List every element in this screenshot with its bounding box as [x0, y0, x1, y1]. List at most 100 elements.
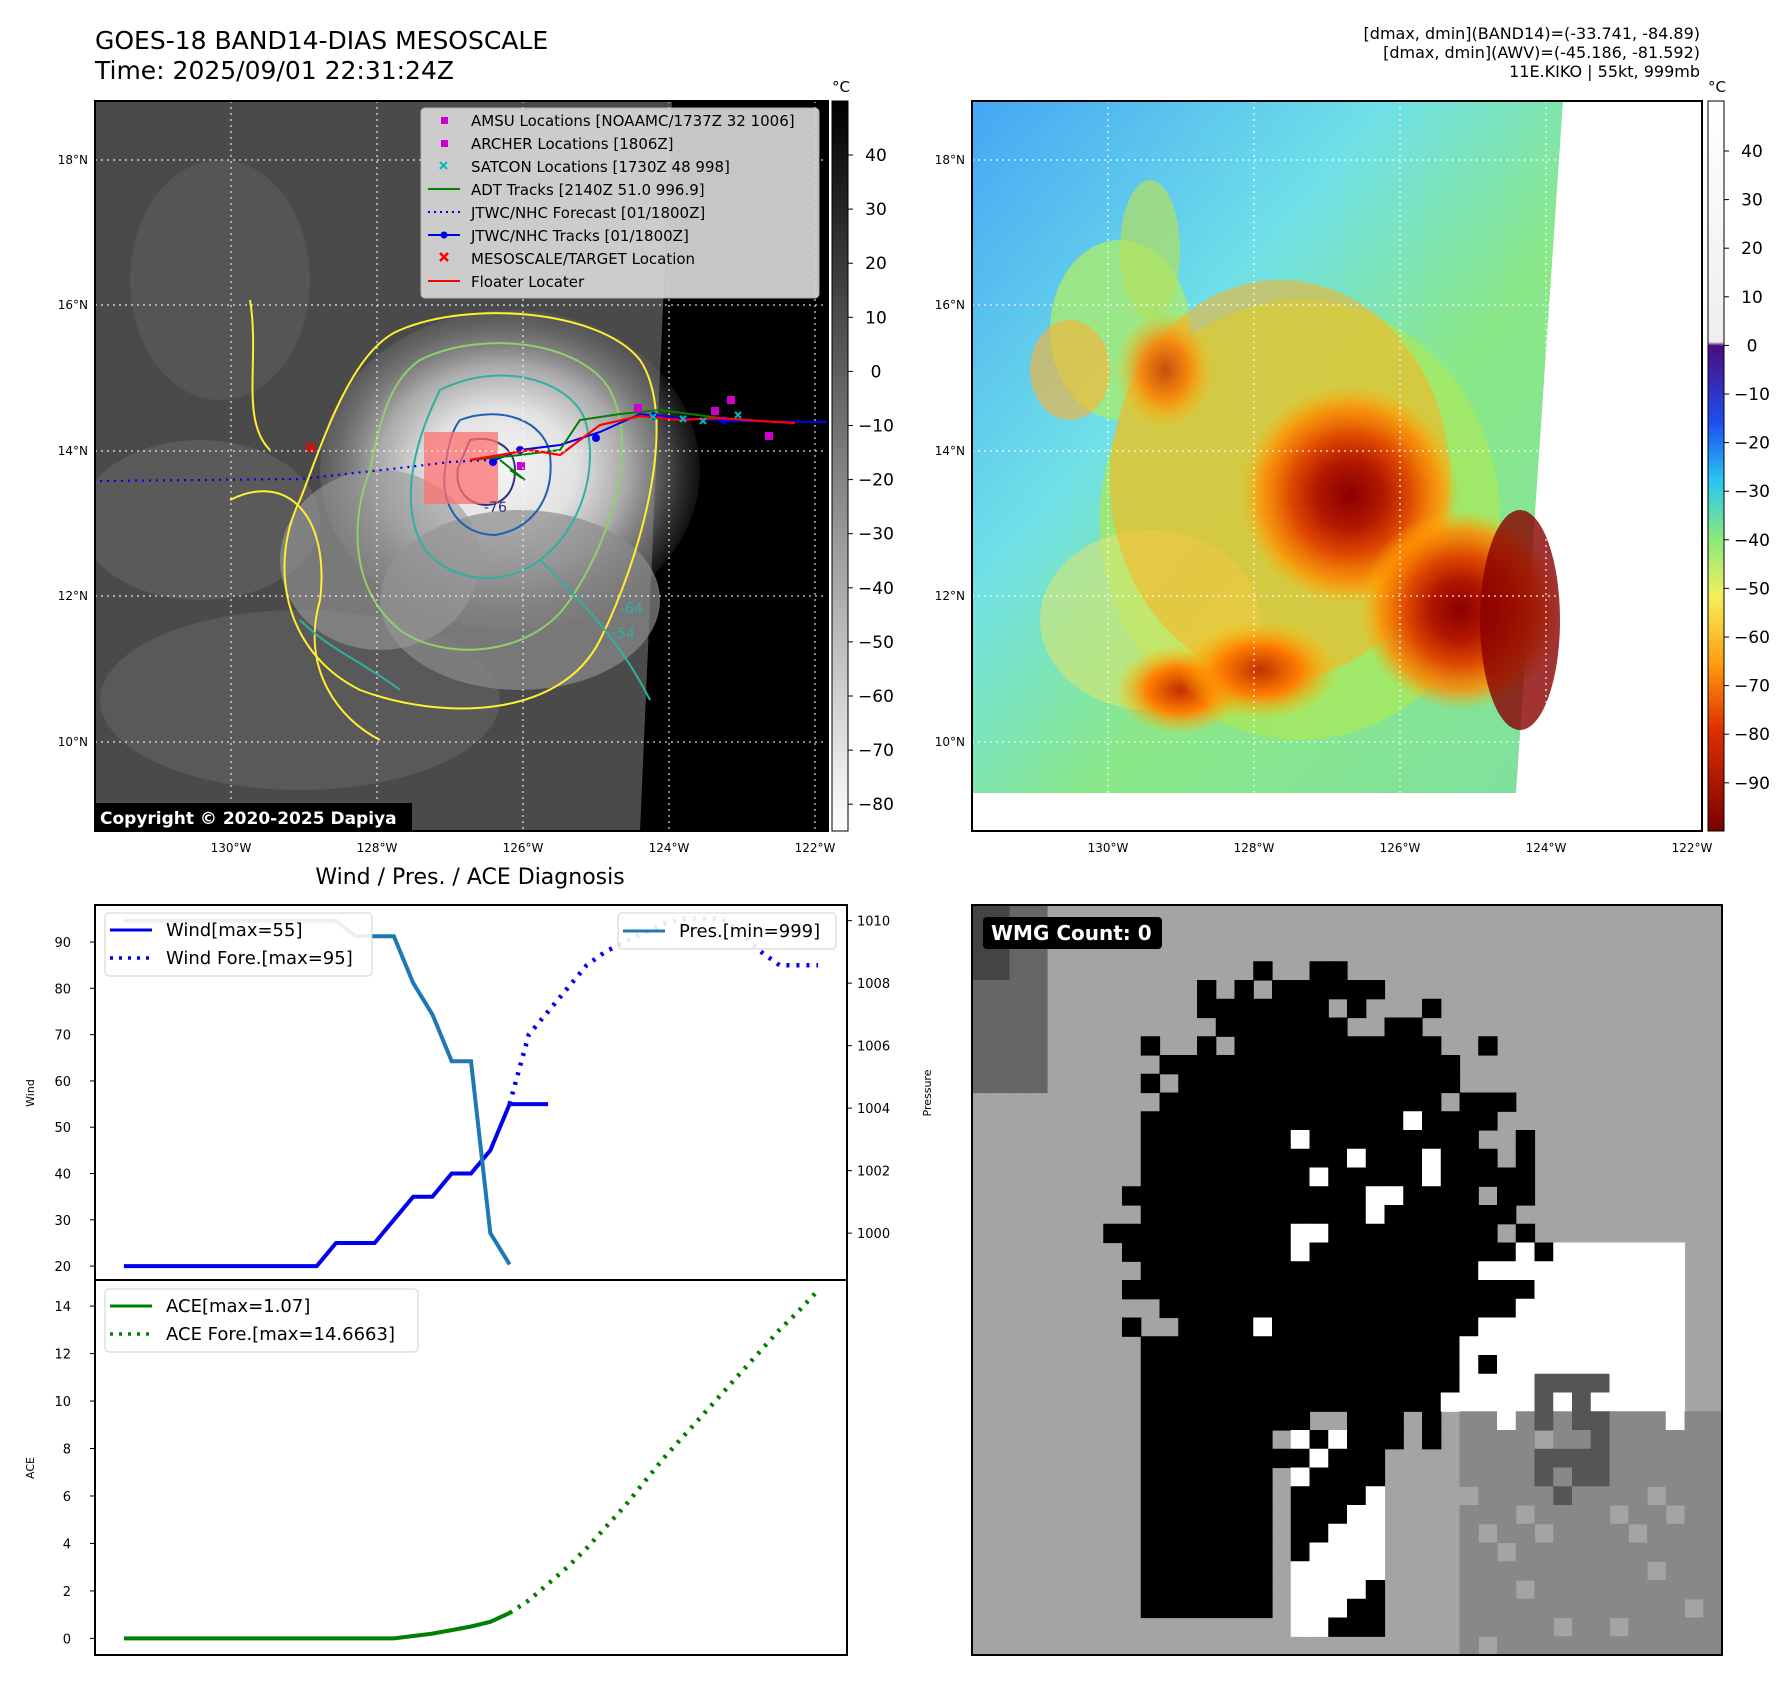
wmg-cell — [1197, 1355, 1217, 1375]
wmg-cell — [1609, 1411, 1629, 1431]
wmg-cell — [1234, 1111, 1254, 1131]
wmg-badge — [983, 917, 1162, 949]
wmg-cell — [1309, 998, 1329, 1019]
wmg-cell — [1309, 1242, 1329, 1262]
stats-storm: 11E.KIKO | 55kt, 999mb — [1509, 62, 1700, 81]
wmg-cell — [1515, 1598, 1536, 1619]
wmg-cell — [1665, 1523, 1686, 1544]
wmg-cell — [1365, 1167, 1386, 1187]
wmg-cell — [972, 980, 992, 1000]
wmg-cell — [1347, 1411, 1367, 1431]
wmg-cell — [1478, 1580, 1498, 1600]
y-tick-label: 20 — [54, 1260, 71, 1275]
wmg-cell — [1703, 1580, 1723, 1600]
wmg-cell — [1459, 1430, 1479, 1450]
wmg-cell — [1234, 1392, 1254, 1412]
wmg-cell — [1459, 1411, 1479, 1431]
wmg-cell — [1609, 1542, 1629, 1562]
wmg-cell — [1309, 1373, 1329, 1394]
wmg-cell — [1272, 1223, 1292, 1244]
wmg-cell — [1609, 1598, 1629, 1619]
wmg-cell — [1534, 1598, 1554, 1619]
wmg-cell — [1178, 1336, 1198, 1356]
wmg-cell — [1590, 1392, 1611, 1412]
lat-label: 12°N — [935, 589, 965, 603]
wmg-cell — [1422, 1280, 1442, 1300]
wmg-cell — [1009, 1073, 1029, 1094]
wmg-cell — [1253, 1542, 1273, 1562]
wmg-cell — [1515, 1373, 1536, 1394]
wmg-cell — [1553, 1242, 1573, 1262]
legend-label-adt: ADT Tracks [2140Z 51.0 996.9] — [471, 181, 705, 199]
wmg-cell — [1197, 1523, 1217, 1544]
wmg-cell — [1253, 1505, 1273, 1525]
wmg-cell — [1365, 1542, 1386, 1562]
wmg-cell — [1590, 1373, 1611, 1394]
wmg-cell — [1515, 1561, 1536, 1581]
y-right-tick-label: 1004 — [857, 1102, 890, 1117]
wmg-cell — [1272, 1130, 1292, 1150]
wmg-cell — [1440, 1130, 1461, 1150]
wmg-cell — [1703, 1505, 1723, 1525]
legend-label-archer: ARCHER Locations [1806Z] — [471, 135, 674, 153]
wmg-cell — [1197, 1280, 1217, 1300]
wmg-cell — [1159, 1355, 1179, 1375]
y-tick-label: 40 — [54, 1168, 71, 1183]
lon-label: 126°W — [1380, 841, 1421, 855]
wmg-cell — [1290, 1542, 1311, 1562]
wmg-cell — [1215, 1167, 1236, 1187]
colorbar-tick-label: −80 — [858, 795, 894, 815]
wmg-cell — [1609, 1355, 1629, 1375]
wmg-cell — [1253, 1130, 1273, 1150]
wmg-cell — [1422, 1223, 1442, 1244]
wmg-cell — [1178, 1280, 1198, 1300]
wmg-cell — [1459, 1130, 1479, 1150]
lat-label: 14°N — [58, 444, 88, 458]
lat-label: 10°N — [935, 735, 965, 749]
wmg-cell — [1272, 1036, 1292, 1056]
wmg-cell — [1253, 1336, 1273, 1356]
wmg-cell — [1572, 1317, 1592, 1337]
wmg-cell — [1309, 1167, 1329, 1187]
wmg-cell — [1553, 1261, 1573, 1281]
wind-axis-label: Wind — [24, 1079, 37, 1107]
wmg-cell — [1159, 1205, 1179, 1225]
wmg-cell — [1272, 1017, 1292, 1037]
legend-marker-tracks — [428, 231, 460, 239]
wmg-cell — [1178, 1467, 1198, 1487]
pressure-axis-label: Pressure — [921, 1069, 934, 1116]
colorbar-tick-label: −30 — [1734, 482, 1770, 502]
colorbar-tick-label: −60 — [858, 687, 894, 707]
wmg-cell — [1309, 1448, 1329, 1469]
wmg-cell — [1028, 998, 1048, 1019]
wmg-cell — [1665, 1580, 1686, 1600]
wmg-cell — [1553, 1542, 1573, 1562]
wmg-cell — [1590, 1542, 1611, 1562]
wmg-cell — [1647, 1523, 1667, 1544]
wmg-cell — [1178, 1055, 1198, 1075]
wmg-cell — [1178, 1355, 1198, 1375]
wmg-cell — [1572, 1355, 1592, 1375]
wmg-cell — [1684, 1617, 1704, 1637]
wmg-cell — [1365, 1448, 1386, 1469]
wmg-cell — [1140, 1448, 1161, 1469]
wmg-cell — [1478, 1448, 1498, 1469]
wmg-cell — [1122, 1280, 1142, 1300]
colorbar-tick-label: 0 — [1747, 336, 1758, 356]
legend-ace-forecast: ACE Fore.[max=14.6663] — [166, 1324, 395, 1345]
wmg-cell — [1384, 1317, 1404, 1337]
wmg-cell — [1159, 1280, 1179, 1300]
wmg-cell — [1628, 1411, 1648, 1431]
wmg-cell — [1215, 1467, 1236, 1487]
wmg-cell — [1347, 1523, 1367, 1544]
wmg-cell — [1197, 1036, 1217, 1056]
lat-label: 12°N — [58, 589, 88, 603]
wmg-cell — [1703, 1467, 1723, 1487]
wmg-cell — [1328, 1336, 1348, 1356]
wmg-cell — [1365, 1430, 1386, 1450]
wmg-cell — [1478, 1298, 1498, 1319]
page-subtitle-time: Time: 2025/09/01 22:31:24Z — [95, 56, 454, 85]
wmg-cell — [1459, 1336, 1479, 1356]
wmg-cell — [1384, 1373, 1404, 1394]
wmg-cell — [1534, 1486, 1554, 1506]
